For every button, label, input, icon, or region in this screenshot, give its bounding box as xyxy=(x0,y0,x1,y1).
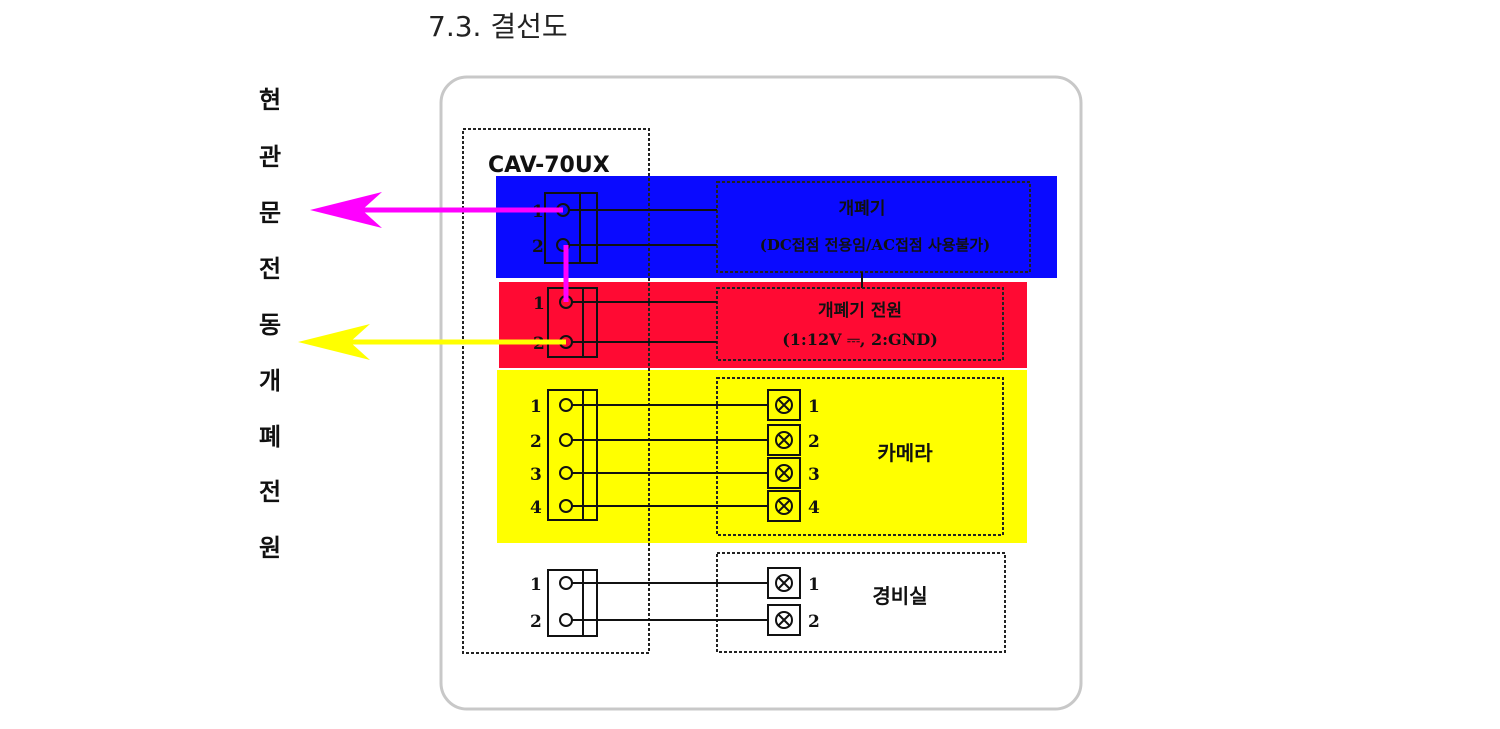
pin-circle xyxy=(559,433,573,447)
side-label: 현 관 문 전 동 개 폐 전 원 xyxy=(259,86,281,562)
opener-power-label: 개폐기 전원 xyxy=(818,301,902,321)
screw-cross xyxy=(777,433,791,447)
guard-room-connector xyxy=(547,569,598,637)
screw-terminal xyxy=(767,457,801,489)
screw-cross xyxy=(777,499,791,513)
screw-icon xyxy=(775,431,793,449)
opener-power-connector xyxy=(547,287,598,358)
arrow-left-icon xyxy=(310,192,382,228)
arrow-left-icon xyxy=(298,324,370,360)
screw-cross xyxy=(777,576,791,590)
screw-icon xyxy=(775,464,793,482)
opener-power-box xyxy=(716,287,1004,361)
screw-icon xyxy=(775,497,793,515)
side-label-char: 개 xyxy=(259,367,281,395)
pin-circle xyxy=(559,398,573,412)
camera-connector xyxy=(547,389,598,521)
pin-label: 1 xyxy=(530,397,542,417)
side-label-char: 전 xyxy=(259,478,281,506)
side-label-char: 전 xyxy=(259,255,281,283)
section-title: 7.3. 결선도 xyxy=(428,10,568,43)
pin-label: 3 xyxy=(530,465,542,485)
side-label-char: 문 xyxy=(259,199,281,227)
side-label-char: 폐 xyxy=(259,423,281,451)
screw-terminal xyxy=(767,389,801,421)
side-label-char: 동 xyxy=(259,311,281,339)
screw-cross xyxy=(777,398,791,412)
pin-label: 4 xyxy=(530,498,542,518)
guard-room-box xyxy=(716,552,1006,653)
screw-terminal xyxy=(767,424,801,456)
screw-terminal xyxy=(767,490,801,522)
pin-label: 1 xyxy=(533,294,545,314)
pin-label: 1 xyxy=(530,575,542,595)
pin-circle xyxy=(559,466,573,480)
terminal-label: 1 xyxy=(808,397,820,417)
camera-label: 카메라 xyxy=(877,441,933,465)
side-label-char: 현 xyxy=(259,86,281,114)
opener-note: (DC접점 전용임/AC접점 사용불가) xyxy=(760,236,990,254)
screw-icon xyxy=(775,574,793,592)
terminal-label: 4 xyxy=(808,498,820,518)
terminal-label: 2 xyxy=(808,612,820,632)
yellow-wire xyxy=(298,324,566,360)
screw-icon xyxy=(775,611,793,629)
pin-circle xyxy=(559,499,573,513)
terminal-label: 1 xyxy=(808,575,820,595)
camera-section-bg xyxy=(497,370,1027,543)
terminal-label: 2 xyxy=(808,432,820,452)
screw-cross xyxy=(777,466,791,480)
pin-circle xyxy=(559,613,573,627)
terminal-label: 3 xyxy=(808,465,820,485)
opener-power-note: (1:12V ⎓, 2:GND) xyxy=(782,330,938,349)
pin-label: 2 xyxy=(530,612,542,632)
opener-label: 개폐기 xyxy=(839,199,886,219)
opener-section: 개폐기 (DC접점 전용임/AC접점 사용불가) 1 2 xyxy=(532,181,1031,288)
guard-room-section: 경비실 1 2 1 2 xyxy=(530,552,1006,653)
opener-power-section-bg xyxy=(499,282,1027,368)
side-label-char: 관 xyxy=(259,143,281,171)
device-boundary xyxy=(462,128,650,654)
camera-section: 카메라 1 2 3 4 1 2 3 4 xyxy=(530,377,1004,536)
opener-box xyxy=(716,181,1031,273)
opener-connector xyxy=(544,192,598,264)
screw-cross xyxy=(777,613,791,627)
screw-icon xyxy=(775,396,793,414)
guard-room-label: 경비실 xyxy=(872,584,927,608)
device-name: CAV-70UX xyxy=(488,153,610,178)
side-label-char: 원 xyxy=(259,534,281,562)
pin-label: 2 xyxy=(532,237,544,257)
pin-circle xyxy=(556,238,570,252)
magenta-wire xyxy=(310,192,569,302)
camera-box xyxy=(716,377,1004,536)
pin-circle xyxy=(559,576,573,590)
pin-label: 2 xyxy=(530,432,542,452)
